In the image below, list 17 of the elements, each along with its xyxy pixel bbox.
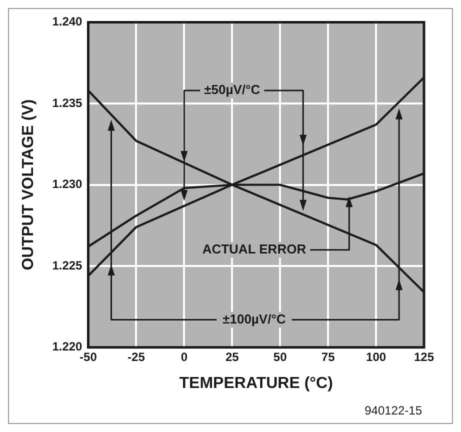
annotation: ±50µV/°C: [204, 82, 261, 98]
y-tick-label: 1.240: [52, 14, 83, 29]
x-axis-title: TEMPERATURE (°C): [179, 374, 333, 392]
y-tick-label: 1.225: [52, 258, 83, 272]
text: 940122-15: [364, 403, 422, 418]
annotation: ACTUAL ERROR: [202, 241, 307, 256]
y-tick-label: 1.230: [52, 177, 83, 192]
x-tick-label: 125: [414, 350, 434, 364]
x-tick-label: 0: [180, 350, 188, 364]
x-tick-label: 25: [225, 350, 240, 364]
annotation: ±100µV/°C: [222, 311, 286, 326]
x-tick-label: 50: [273, 350, 288, 364]
x-tick-label: 75: [321, 350, 336, 364]
y-axis-title: OUTPUT VOLTAGE (V): [20, 99, 38, 270]
y-tick-label: 1.235: [52, 96, 83, 110]
x-tick-label: -25: [128, 350, 146, 364]
x-tick-label: 100: [366, 350, 386, 364]
